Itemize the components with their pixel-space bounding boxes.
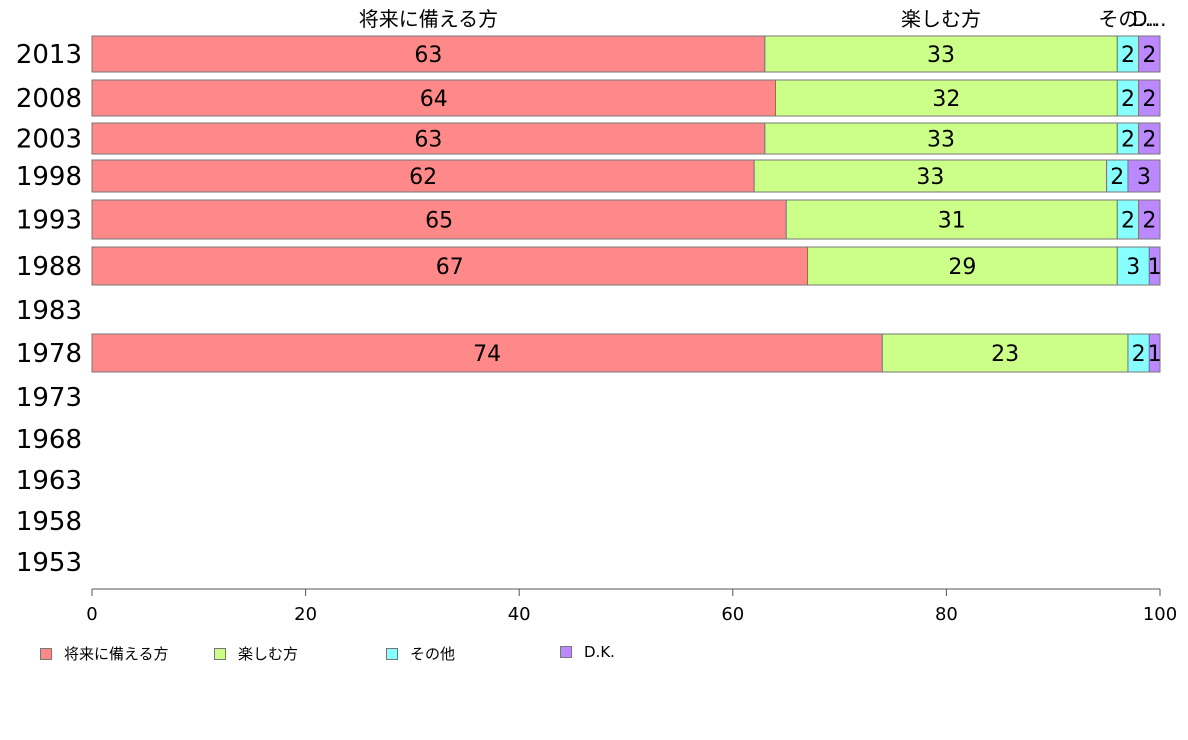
x-tick-label-100: 100: [1143, 604, 1177, 625]
category-label-1953: 1953: [16, 548, 82, 578]
category-label-1998: 1998: [16, 162, 82, 192]
x-tick-label-40: 40: [508, 604, 531, 625]
data-label-other-2008: 2: [1121, 87, 1135, 112]
bar-dk-2008: [1138, 79, 1161, 117]
category-label-1993: 1993: [16, 206, 82, 236]
x-tick-label-80: 80: [935, 604, 958, 625]
bar-dk-1998: [1127, 159, 1161, 193]
data-label-save-1988: 67: [436, 255, 464, 280]
bar-dk-1993: [1138, 199, 1161, 240]
category-label-1968: 1968: [16, 425, 82, 455]
x-tick-label-0: 0: [86, 604, 97, 625]
data-label-dk-2013: 2: [1142, 43, 1156, 68]
data-label-save-2003: 63: [414, 128, 442, 153]
category-label-1958: 1958: [16, 507, 82, 537]
legend-item-enjoy: 楽しむ方: [214, 643, 298, 664]
legend-label-save: 将来に備える方: [64, 645, 169, 663]
category-label-1963: 1963: [16, 466, 82, 496]
bar-enjoy-2003: [764, 122, 1118, 155]
legend-label-other: その他: [410, 645, 456, 663]
data-label-other-2003: 2: [1121, 128, 1135, 153]
legend-item-save: 将来に備える方: [40, 643, 169, 664]
data-label-save-2013: 63: [414, 43, 442, 68]
legend: 将来に備える方 楽しむ方 その他 D.K.: [40, 643, 1140, 665]
data-label-other-1978: 2: [1132, 342, 1146, 367]
bar-enjoy-1988: [807, 246, 1118, 286]
legend-swatch-save: [40, 647, 52, 660]
data-label-enjoy-1993: 31: [938, 209, 966, 234]
legend-swatch-enjoy: [214, 647, 226, 660]
data-label-enjoy-2008: 32: [932, 87, 960, 112]
data-label-save-1998: 62: [409, 165, 437, 190]
data-label-enjoy-2013: 33: [927, 43, 955, 68]
data-label-enjoy-1978: 23: [991, 342, 1019, 367]
top-label-save: 将来に備える方: [359, 7, 498, 31]
bar-enjoy-2008: [775, 79, 1118, 117]
bar-save-1993: [91, 199, 787, 240]
legend-item-dk: D.K.: [560, 643, 615, 661]
data-label-save-1993: 65: [425, 209, 453, 234]
bar-enjoy-1978: [881, 333, 1129, 373]
category-label-1978: 1978: [16, 339, 82, 369]
bar-save-2003: [91, 122, 766, 155]
bar-save-1978: [91, 333, 883, 373]
bar-enjoy-2013: [764, 35, 1118, 73]
bar-dk-2003: [1138, 122, 1161, 155]
data-label-dk-2008: 2: [1142, 87, 1156, 112]
bar-dk-1988: [1148, 246, 1161, 286]
data-label-dk-1988: 1: [1148, 255, 1162, 280]
bar-enjoy-1998: [753, 159, 1108, 193]
x-tick-label-20: 20: [294, 604, 317, 625]
data-label-dk-1978: 1: [1148, 342, 1162, 367]
bar-save-2013: [91, 35, 766, 73]
data-label-other-1993: 2: [1121, 209, 1135, 234]
category-label-1983: 1983: [16, 296, 82, 326]
data-label-dk-1998: 3: [1137, 165, 1151, 190]
data-label-save-1978: 74: [473, 342, 501, 367]
data-label-other-1988: 3: [1126, 255, 1140, 280]
category-label-1988: 1988: [16, 252, 82, 282]
data-label-other-1998: 2: [1110, 165, 1124, 190]
category-label-2008: 2008: [16, 84, 82, 114]
legend-label-enjoy: 楽しむ方: [238, 645, 299, 663]
top-label-dk: D...: [1132, 7, 1166, 31]
bar-other-1988: [1116, 246, 1150, 286]
category-label-2003: 2003: [16, 125, 82, 155]
data-label-enjoy-1998: 33: [916, 165, 944, 190]
data-label-enjoy-1988: 29: [948, 255, 976, 280]
data-label-enjoy-2003: 33: [927, 128, 955, 153]
category-label-1973: 1973: [16, 383, 82, 413]
bar-enjoy-1993: [785, 199, 1118, 240]
top-label-enjoy: 楽しむ方: [901, 7, 981, 31]
legend-swatch-dk: [560, 646, 572, 658]
legend-label-dk: D.K.: [584, 643, 615, 661]
top-label-other: その...: [1098, 7, 1157, 31]
category-label-2013: 2013: [16, 40, 82, 70]
bar-dk-1978: [1148, 333, 1161, 373]
bar-dk-2013: [1138, 35, 1161, 73]
bar-save-1988: [91, 246, 809, 286]
data-label-dk-2003: 2: [1142, 128, 1156, 153]
x-tick-label-60: 60: [721, 604, 744, 625]
data-label-dk-1993: 2: [1142, 209, 1156, 234]
legend-item-other: その他: [386, 643, 455, 664]
data-label-save-2008: 64: [420, 87, 448, 112]
legend-swatch-other: [386, 647, 398, 660]
data-label-other-2013: 2: [1121, 43, 1135, 68]
